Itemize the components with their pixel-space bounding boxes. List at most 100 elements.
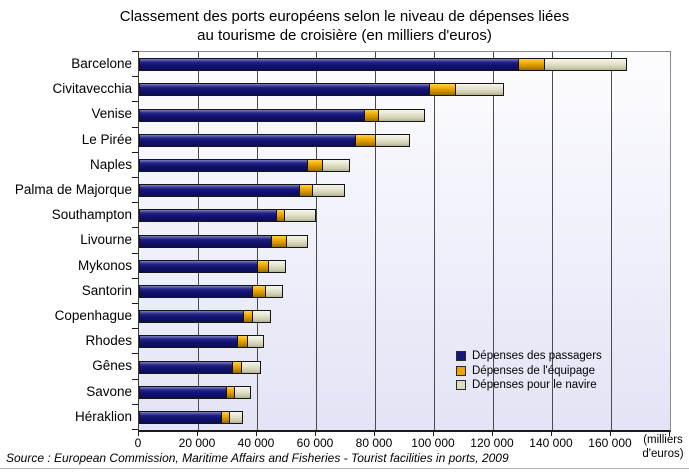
y-axis-tick-9 (132, 277, 138, 279)
bar-15 (139, 410, 244, 424)
bar-1 (139, 58, 627, 72)
y-axis-label-1: Barcelone (71, 56, 132, 71)
y-axis-tick-10 (132, 303, 138, 304)
legend: Dépenses des passagers Dépenses de l'équ… (456, 349, 602, 393)
x-axis-tick-label-20000: 20 000 (178, 436, 216, 450)
legend-item-navire: Dépenses pour le navire (456, 378, 602, 393)
bar-5-segment-3 (322, 158, 350, 172)
bar-12 (139, 335, 264, 349)
y-axis-tick-13 (132, 378, 138, 380)
bar-3-segment-2 (364, 108, 380, 122)
bar-5 (139, 158, 350, 172)
y-axis-label-3: Venise (91, 106, 132, 122)
bar-13-segment-3 (241, 360, 261, 374)
bar-15-segment-1 (139, 410, 223, 424)
source-note: Source : European Commission, Maritime A… (6, 451, 509, 465)
y-axis-tick-15 (132, 429, 138, 430)
legend-label-navire: Dépenses pour le navire (472, 379, 597, 392)
bar-14 (139, 385, 251, 399)
y-axis-tick-1 (132, 76, 138, 78)
bar-9-segment-1 (139, 259, 258, 273)
x-axis-unit-line2: d'euros) (642, 447, 684, 460)
y-axis-label-8: Livourne (80, 232, 132, 248)
bar-4 (139, 133, 410, 147)
x-axis-tick-20000 (197, 431, 198, 436)
x-axis-tick-80000 (374, 431, 375, 436)
legend-item-passagers: Dépenses des passagers (456, 349, 602, 364)
y-axis-tick-8 (132, 252, 138, 254)
bar-3-segment-3 (378, 108, 425, 122)
bar-4-segment-2 (355, 133, 377, 147)
y-axis-label-7: Southampton (51, 207, 132, 223)
y-axis-tick-3 (132, 126, 138, 128)
bar-6-segment-3 (312, 184, 346, 198)
y-axis-tick-12 (132, 353, 138, 355)
y-axis-tick-11 (132, 328, 138, 330)
bar-7-segment-3 (284, 209, 316, 223)
bar-13 (139, 360, 261, 374)
x-axis-tick-40000 (256, 431, 257, 436)
y-axis-label-10: Santorin (81, 282, 132, 298)
y-axis-label-4: Le Pirée (81, 131, 132, 147)
y-axis-label-14: Savone (86, 383, 132, 399)
x-axis-unit-line1: (milliers (643, 434, 683, 446)
y-axis-tick-7 (132, 227, 138, 229)
bar-14-segment-3 (233, 385, 251, 399)
y-axis-label-5: Naples (89, 156, 132, 172)
y-axis-label-15: Héraklion (74, 408, 132, 424)
bar-10-segment-3 (264, 284, 284, 298)
x-axis-tick-label-160000: 160 000 (588, 436, 632, 450)
bar-1-segment-1 (139, 58, 519, 72)
bar-4-segment-3 (375, 133, 410, 147)
bar-5-segment-2 (306, 158, 324, 172)
gridline-120000 (493, 52, 494, 430)
gridline-140000 (552, 52, 553, 430)
bar-1-segment-2 (517, 58, 545, 72)
bar-12-segment-3 (247, 335, 264, 349)
x-axis-tick-label-0: 0 (134, 436, 142, 450)
chart-title-line1: Classement des ports européens selon le … (119, 8, 570, 25)
x-axis-tick-label-60000: 60 000 (296, 436, 334, 450)
bar-2 (139, 83, 505, 97)
bar-8-segment-2 (271, 234, 287, 248)
y-axis-label-9: Mykonos (77, 257, 132, 273)
bar-4-segment-1 (139, 133, 357, 147)
x-axis-tick-60000 (315, 431, 316, 436)
x-axis-tick-edge (669, 431, 670, 436)
x-axis-tick-label-120000: 120 000 (470, 436, 514, 450)
x-axis-tick-140000 (551, 431, 552, 436)
bar-10 (139, 284, 284, 298)
bar-6-segment-2 (299, 184, 314, 198)
legend-swatch-navire (456, 380, 466, 391)
gridline-100000 (434, 52, 435, 430)
bar-11 (139, 310, 272, 324)
x-axis-tick-label-80000: 80 000 (355, 436, 393, 450)
y-axis-tick-0 (132, 51, 138, 52)
bar-9 (139, 259, 286, 273)
bar-8 (139, 234, 309, 248)
bar-1-segment-3 (543, 58, 627, 72)
bar-6-segment-1 (139, 184, 301, 198)
plot-area: Dépenses des passagers Dépenses de l'équ… (138, 51, 671, 432)
x-axis-tick-label-140000: 140 000 (529, 436, 573, 450)
x-axis-unit-label: (milliers d'euros) (638, 434, 688, 461)
chart-title-line2: au tourisme de croisière (en milliers d'… (197, 27, 492, 44)
x-axis-tick-label-40000: 40 000 (237, 436, 275, 450)
x-axis-tick-120000 (492, 431, 493, 436)
legend-swatch-equipage (456, 365, 466, 376)
y-axis-tick-14 (132, 403, 138, 405)
y-axis-tick-4 (132, 151, 138, 153)
bar-6 (139, 184, 346, 198)
bar-2-segment-3 (455, 83, 505, 97)
bar-2-segment-1 (139, 83, 431, 97)
y-axis-label-2: Civitavecchia (52, 81, 132, 97)
bar-14-segment-1 (139, 385, 227, 399)
bar-7 (139, 209, 316, 223)
legend-label-equipage: Dépenses de l'équipage (472, 364, 596, 377)
gridline-160000 (611, 52, 612, 430)
bar-5-segment-1 (139, 158, 308, 172)
y-axis-tick-5 (132, 177, 138, 178)
bar-10-segment-2 (252, 284, 266, 298)
bar-13-segment-1 (139, 360, 233, 374)
